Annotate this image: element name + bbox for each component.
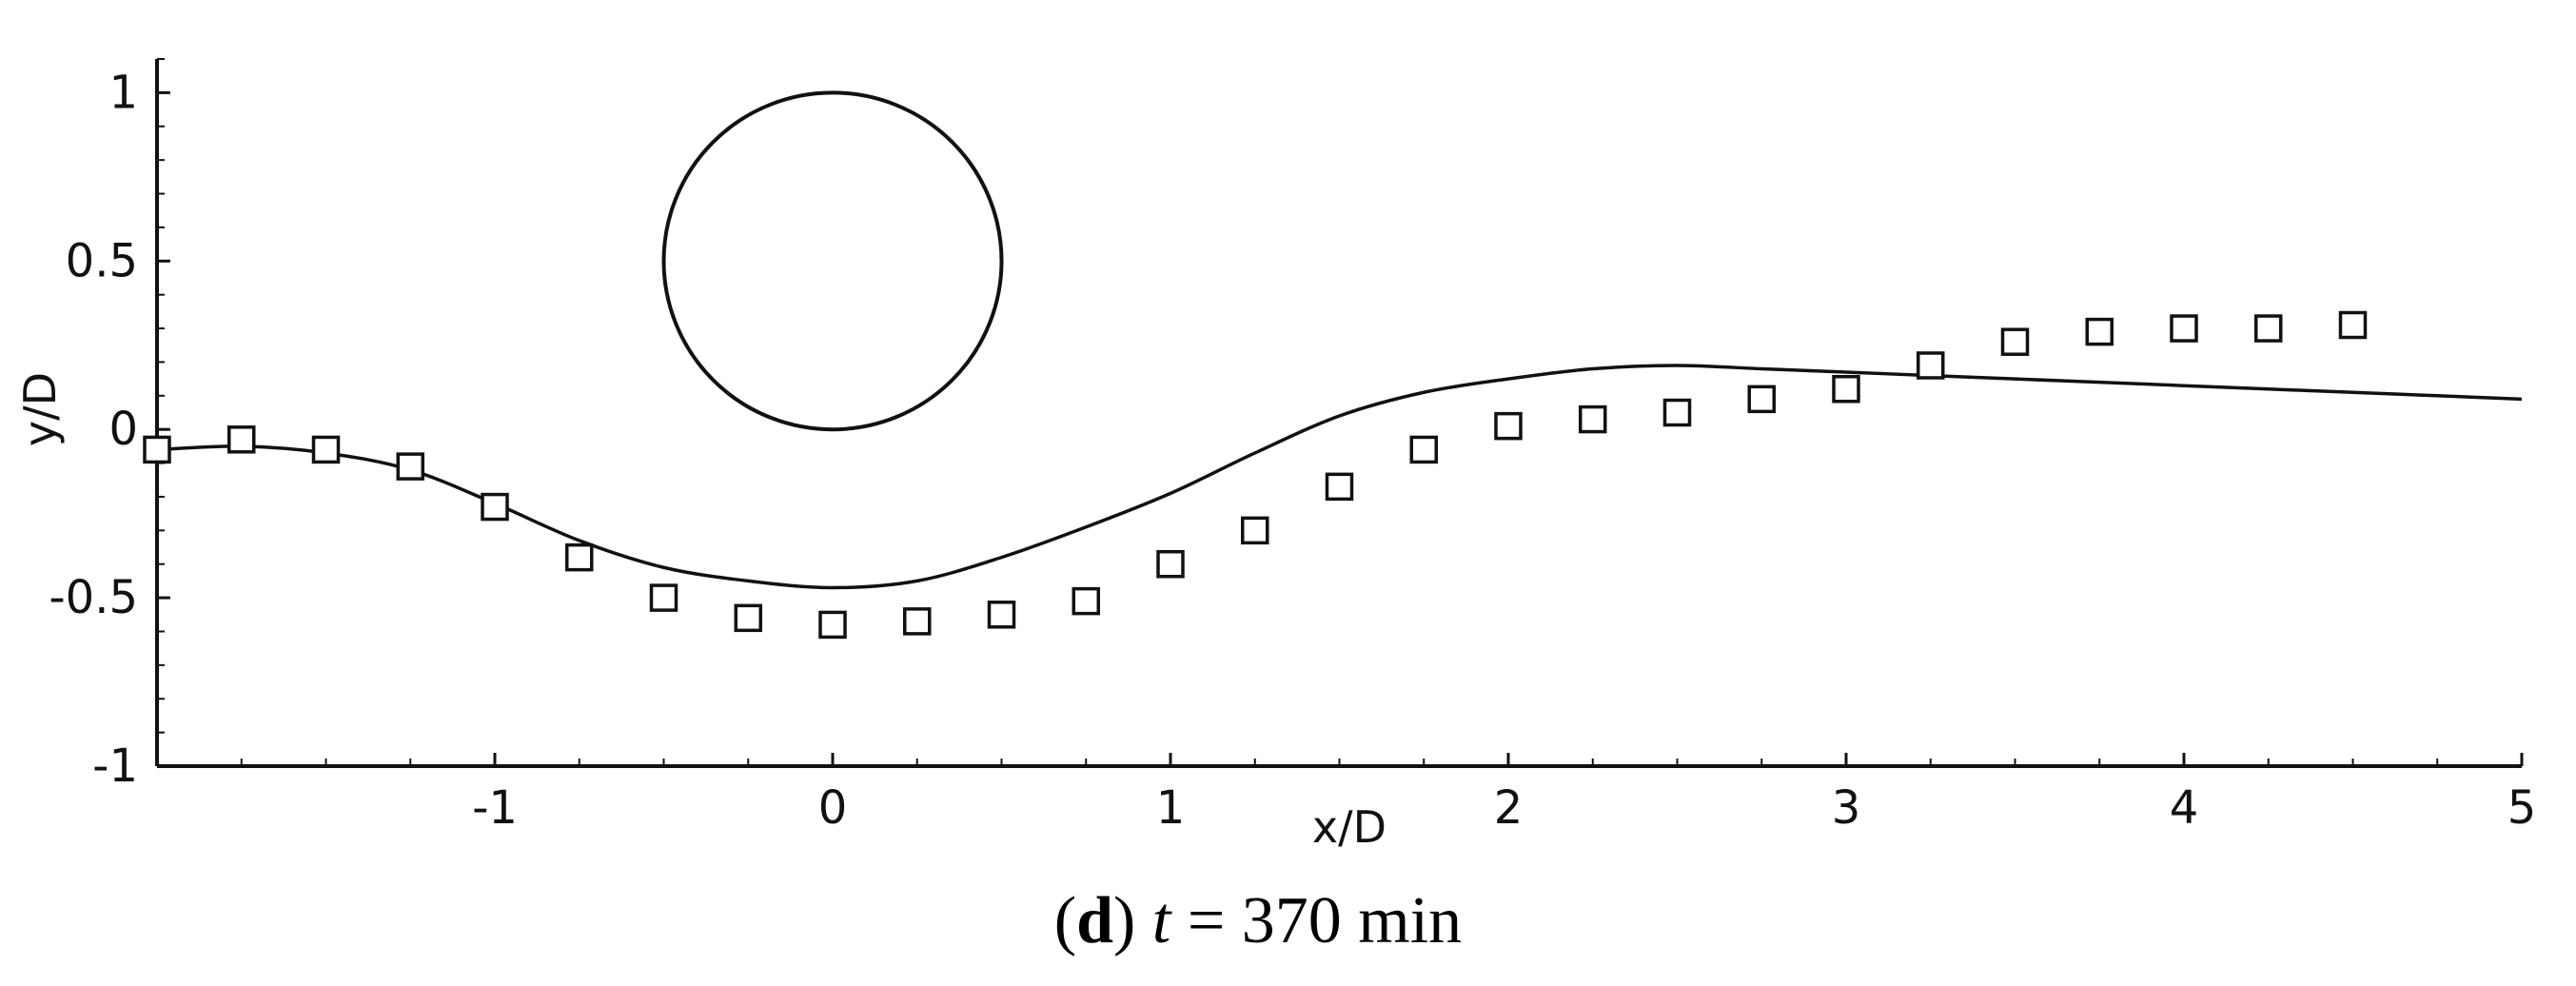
data-point-square	[481, 492, 509, 522]
x-tick-label: 3	[1832, 781, 1861, 835]
data-point-square	[1156, 549, 1185, 579]
data-point-square	[1832, 374, 1860, 404]
x-axis-title: x/D	[1312, 801, 1386, 853]
ticks: -1 0 1 2 3 4 5 -1 -0.5 0 0.5 1	[49, 58, 2537, 835]
line-layer	[156, 364, 2523, 590]
marker-layer	[143, 310, 2368, 640]
caption-letter: d	[1076, 884, 1113, 957]
data-point-square	[818, 610, 847, 640]
data-point-square	[2170, 314, 2198, 343]
data-point-square	[649, 583, 678, 612]
data-point-square	[1747, 385, 1776, 414]
data-point-square	[1917, 351, 1945, 380]
x-tick-label: 4	[2170, 781, 2199, 835]
data-point-square	[1494, 411, 1523, 441]
data-point-square	[2338, 310, 2368, 340]
data-point-square	[903, 607, 932, 636]
data-point-square	[143, 435, 171, 464]
data-point-square	[227, 425, 256, 454]
data-point-square	[1325, 472, 1354, 502]
data-point-square	[2000, 327, 2030, 356]
data-point-square	[734, 603, 762, 633]
axes	[155, 59, 2522, 768]
x-tick-label: 0	[818, 781, 848, 835]
y-tick-label: -1	[92, 740, 138, 793]
y-axis-title: y/D	[14, 372, 66, 446]
figure-caption: (d) t = 370 min	[1054, 884, 1462, 957]
y-tick-label: -0.5	[49, 571, 138, 624]
data-point-square	[2085, 317, 2114, 346]
x-tick-label: 1	[1156, 781, 1186, 835]
data-point-square	[565, 542, 594, 572]
cylinder-circle	[661, 90, 1004, 432]
y-tick-label: 0.5	[66, 234, 138, 287]
data-point-square	[1241, 516, 1269, 545]
data-point-square	[1072, 586, 1100, 616]
data-point-square	[311, 435, 341, 464]
data-point-square	[1662, 398, 1692, 427]
series-line	[156, 364, 2523, 590]
caption-rest: = 370 min	[1170, 884, 1462, 957]
caption-variable: t	[1152, 884, 1172, 957]
x-tick-label: 5	[2507, 781, 2537, 835]
x-tick-label: 2	[1494, 781, 1524, 835]
cylinder-layer	[661, 90, 1004, 432]
y-tick-label: 0	[108, 403, 138, 456]
y-tick-label: 1	[108, 66, 138, 119]
data-point-square	[1409, 435, 1438, 464]
x-tick-label: -1	[472, 781, 518, 835]
data-point-square	[987, 601, 1016, 629]
data-point-square	[396, 452, 424, 481]
data-point-square	[1579, 404, 1607, 434]
data-point-square	[2254, 314, 2283, 343]
